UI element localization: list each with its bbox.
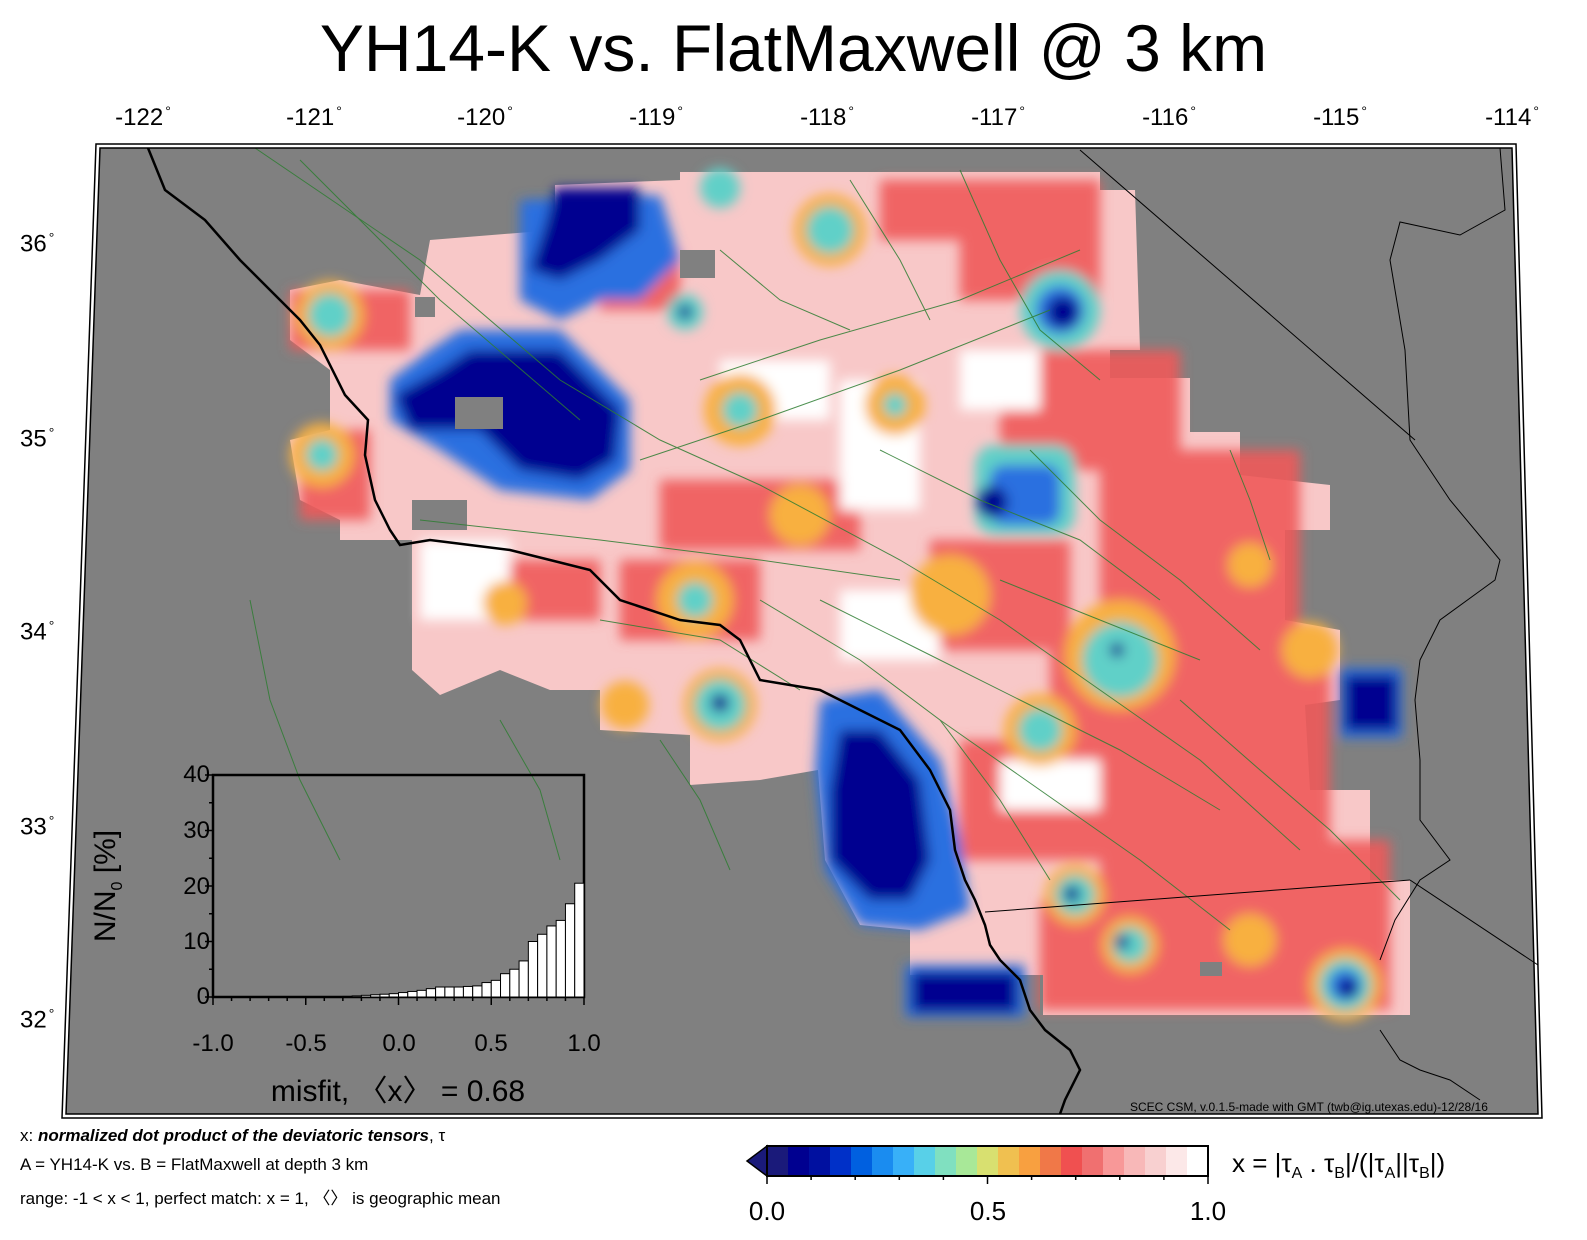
histogram-y-tick: 0: [196, 983, 210, 1010]
colorbar-segment: [851, 1146, 873, 1176]
colorbar-segment: [977, 1146, 999, 1176]
histogram-bar: [425, 988, 437, 998]
lat-tick-label: 35 °: [20, 424, 55, 453]
histogram-bar: [398, 992, 409, 998]
colorbar-segment: [1040, 1146, 1062, 1176]
colorbar-segment: [788, 1146, 810, 1176]
colorbar: [745, 1144, 1209, 1184]
colorbar-tick: 0.5: [969, 1196, 1007, 1226]
misfit-field: [249, 148, 1410, 1021]
histogram-bar: [490, 979, 502, 998]
colorbar-segment: [1103, 1146, 1125, 1176]
colorbar-tick: 0.0: [748, 1196, 786, 1226]
colorbar-segment: [1145, 1146, 1167, 1176]
colorbar-segment: [1061, 1146, 1083, 1176]
histogram-bar: [537, 933, 548, 998]
histogram-bar: [509, 968, 520, 998]
colorbar-segment: [1166, 1146, 1188, 1176]
misfit-histogram: [205, 773, 586, 1005]
histogram-x-tick: 0.0: [382, 1030, 416, 1057]
lon-tick-label: -114 °: [1485, 103, 1539, 131]
colorbar-tick: 1.0: [1189, 1196, 1227, 1226]
coastline: [146, 147, 1082, 1115]
histogram-x-tick: -0.5: [285, 1030, 327, 1057]
histogram-bar: [472, 985, 483, 998]
credit-text: SCEC CSM, v.0.1.5-made with GMT (twb@ig.…: [1130, 1100, 1488, 1114]
colorbar-segment: [872, 1146, 894, 1176]
histogram-y-tick: 10: [183, 928, 210, 955]
colorbar-segment: [1124, 1146, 1146, 1176]
histogram-bar: [444, 986, 455, 998]
colorbar-segment: [956, 1146, 978, 1176]
histogram-y-tick: 20: [183, 873, 210, 900]
lon-tick-label: -115 °: [1313, 103, 1367, 131]
histogram-bar: [527, 941, 539, 998]
histogram-bar: [370, 994, 381, 998]
lat-tick-label: 34 °: [20, 617, 55, 646]
histogram-bar: [388, 993, 400, 998]
histogram-bar: [500, 973, 511, 998]
histogram-x-label: misfit, 〈x〉 = 0.68: [270, 1075, 526, 1108]
lon-tick-label: -116 °: [1142, 103, 1196, 131]
colorbar-segment: [767, 1146, 789, 1176]
fault-lines: [249, 148, 1401, 931]
lon-tick-label: -120 °: [457, 103, 513, 131]
histogram-bar: [342, 995, 353, 998]
histogram-bar: [360, 994, 372, 998]
histogram-y-tick: 40: [183, 761, 210, 788]
histogram-y-label: N/N0 [%]: [89, 829, 126, 943]
histogram-bar: [379, 993, 390, 998]
colorbar-underflow-triangle: [745, 1144, 768, 1178]
lat-tick-label: 32 °: [20, 1005, 55, 1034]
colorbar-segment: [914, 1146, 936, 1176]
lat-tick-label: 33 °: [20, 812, 55, 841]
map-frame: [61, 143, 1543, 1119]
colorbar-segment: [935, 1146, 957, 1176]
colorbar-segment: [1187, 1146, 1209, 1176]
note-line-2: A = YH14-K vs. B = FlatMaxwell at depth …: [20, 1155, 369, 1174]
histogram-bar: [555, 919, 566, 998]
colorbar-segment: [998, 1146, 1020, 1176]
lat-tick-label: 36 °: [20, 229, 55, 258]
colorbar-segment: [1019, 1146, 1041, 1176]
colorbar-segment: [830, 1146, 852, 1176]
colorbar-segment: [893, 1146, 915, 1176]
histogram-bar: [546, 925, 557, 998]
histogram-bar: [435, 986, 446, 998]
histogram-bar: [481, 982, 492, 998]
histogram-bar: [351, 995, 362, 998]
histogram-bar: [564, 903, 576, 998]
histogram-bar: [462, 985, 474, 998]
histogram-bar: [574, 882, 585, 998]
colorbar-formula: x = |τA . τB|/(|τA||τB|): [1232, 1148, 1446, 1183]
lon-tick-label: -122 °: [115, 103, 171, 131]
histogram-bar: [416, 989, 427, 998]
histogram-x-tick: 1.0: [567, 1030, 601, 1057]
lon-tick-label: -121 °: [286, 103, 342, 131]
lon-tick-label: -117 °: [971, 103, 1025, 131]
histogram-bar: [407, 990, 418, 998]
histogram-bar: [518, 960, 529, 998]
lon-tick-label: -118 °: [800, 103, 854, 131]
colorbar-segment: [1082, 1146, 1104, 1176]
page-title: YH14-K vs. FlatMaxwell @ 3 km: [319, 11, 1268, 85]
state-borders: [984, 147, 1539, 1101]
lon-tick-label: -119 °: [629, 103, 683, 131]
colorbar-segment: [809, 1146, 831, 1176]
note-line-3: range: -1 < x < 1, perfect match: x = 1,…: [20, 1189, 501, 1208]
histogram-bar: [453, 986, 464, 998]
note-line-1: x: normalized dot product of the deviato…: [20, 1126, 446, 1145]
histogram-x-tick: 0.5: [474, 1030, 508, 1057]
histogram-y-tick: 30: [183, 817, 210, 844]
histogram-x-tick: -1.0: [192, 1030, 234, 1057]
